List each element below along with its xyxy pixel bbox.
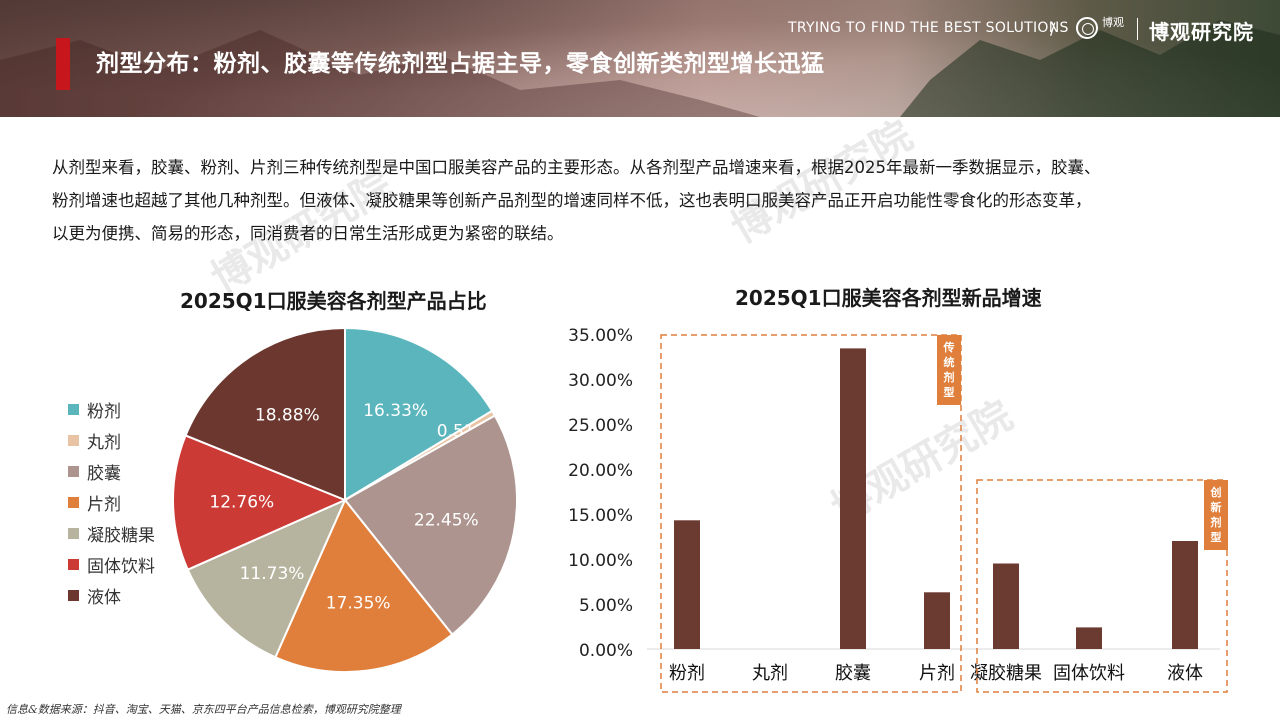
group-tag-label: 统 <box>944 355 955 369</box>
pie-slice-label: 16.33% <box>363 401 428 421</box>
page-title: 剂型分布：粉剂、胶囊等传统剂型占据主导，零食创新类剂型增长迅猛 <box>96 51 825 77</box>
x-tick-label: 片剂 <box>919 663 955 684</box>
bar <box>674 520 700 649</box>
bar-chart: 0.00% 5.00% 10.00% 15.00% 20.00% 25.00% 30.00%… <box>568 326 1228 693</box>
legend-item: 片剂 <box>68 487 155 518</box>
legend-swatch <box>68 466 79 477</box>
pie-slice-label: 17.35% <box>326 593 391 613</box>
pie-slice-1 <box>344 326 494 502</box>
x-tick-label: 粉剂 <box>669 663 705 684</box>
pie-slice-5 <box>186 498 347 659</box>
logo-divider <box>1137 18 1138 40</box>
x-tick-label: 凝胶糖果 <box>970 663 1042 684</box>
bar <box>924 592 950 649</box>
pie-slice-4 <box>274 498 454 673</box>
legend-swatch <box>68 497 79 508</box>
legend-swatch <box>68 404 79 415</box>
pie-chart: 16.33%0.51%22.45%17.35%11.73%12.76%18.88… <box>172 326 518 673</box>
y-tick-label: 10.00% <box>568 551 633 571</box>
mountain-silhouette <box>0 20 1280 117</box>
intro-line: 粉剂增速也超越了其他几种剂型。但液体、凝胶糖果等创新产品剂型的增速同样不低，这也… <box>52 191 1092 210</box>
legend-item: 液体 <box>68 580 155 611</box>
y-tick-label: 5.00% <box>579 596 633 616</box>
pie-slice-label: 18.88% <box>255 405 320 425</box>
x-tick-label: 丸剂 <box>752 663 788 684</box>
pie-slice-label: 12.76% <box>209 493 274 513</box>
legend-label: 粉剂 <box>87 402 121 422</box>
legend-item: 胶囊 <box>68 456 155 487</box>
bar <box>993 563 1019 649</box>
legend-label: 片剂 <box>87 495 121 515</box>
y-tick-label: 15.00% <box>568 506 633 526</box>
group-tag-label: 剂 <box>1210 515 1222 529</box>
pie-slice-3 <box>343 414 518 636</box>
tagline: TRYING TO FIND THE BEST SOLUTIONS <box>788 20 1069 36</box>
logo-ring-icon <box>1076 17 1098 39</box>
y-tick-label: 0.00% <box>579 641 633 661</box>
legend-label: 丸剂 <box>87 433 121 453</box>
legend-label: 固体饮料 <box>87 557 155 577</box>
tagline-separator: / <box>1050 19 1056 38</box>
legend-item: 丸剂 <box>68 425 155 456</box>
legend-swatch <box>68 528 79 539</box>
group-tag-label: 型 <box>1211 530 1222 544</box>
title-accent-bar <box>56 38 70 90</box>
bar <box>1076 627 1102 649</box>
legend-item: 粉剂 <box>68 394 155 425</box>
y-tick-label: 25.00% <box>568 416 633 436</box>
group-tag-label: 型 <box>944 385 955 399</box>
pie-slice-label: 22.45% <box>414 511 479 531</box>
y-tick-label: 30.00% <box>568 371 633 391</box>
x-tick-label: 胶囊 <box>835 663 871 684</box>
group-tag-label: 新 <box>1211 500 1222 514</box>
group-tag-label: 剂 <box>943 370 955 384</box>
pie-legend: 粉剂丸剂胶囊片剂凝胶糖果固体饮料液体 <box>68 394 155 611</box>
legend-item: 固体饮料 <box>68 549 155 580</box>
intro-paragraph: 从剂型来看，胶囊、粉剂、片剂三种传统剂型是中国口服美容产品的主要形态。从各剂型产… <box>52 151 1232 250</box>
brand-name: 博观研究院 <box>1149 20 1254 44</box>
bar <box>840 348 866 649</box>
intro-line: 以更为便携、简易的形态，同消费者的日常生活形成更为紧密的联结。 <box>52 224 564 243</box>
group-box <box>660 334 962 693</box>
bar <box>1172 541 1198 649</box>
legend-swatch <box>68 559 79 570</box>
group-tag-label: 创 <box>1210 485 1222 499</box>
group-tag <box>937 335 961 405</box>
pie-slice-label: 11.73% <box>240 564 305 584</box>
source-note: 信息&数据来源：抖音、淘宝、天猫、京东四平台产品信息检索，博观研究院整理 <box>6 703 401 716</box>
group-tag <box>1204 480 1228 550</box>
logo-small-text: 博观 <box>1102 16 1124 29</box>
y-tick-label: 35.00% <box>568 326 633 346</box>
legend-item: 凝胶糖果 <box>68 518 155 549</box>
legend-label: 液体 <box>87 588 121 608</box>
x-tick-label: 液体 <box>1167 663 1203 684</box>
pie-slice-6 <box>172 434 348 571</box>
header-banner: 剂型分布：粉剂、胶囊等传统剂型占据主导，零食创新类剂型增长迅猛 TRYING T… <box>0 0 1280 117</box>
y-tick-label: 20.00% <box>568 461 633 481</box>
x-tick-label: 固体饮料 <box>1053 663 1125 684</box>
legend-swatch <box>68 435 79 446</box>
bar-chart-title: 2025Q1口服美容各剂型新品增速 <box>735 286 1042 310</box>
group-tag-label: 传 <box>943 340 955 354</box>
pie-chart-title: 2025Q1口服美容各剂型产品占比 <box>180 289 487 313</box>
intro-line: 从剂型来看，胶囊、粉剂、片剂三种传统剂型是中国口服美容产品的主要形态。从各剂型产… <box>52 158 1101 177</box>
pie-slice-7 <box>184 326 346 502</box>
legend-label: 胶囊 <box>87 464 121 484</box>
group-box <box>976 479 1228 693</box>
legend-label: 凝胶糖果 <box>87 526 155 546</box>
legend-swatch <box>68 590 79 601</box>
